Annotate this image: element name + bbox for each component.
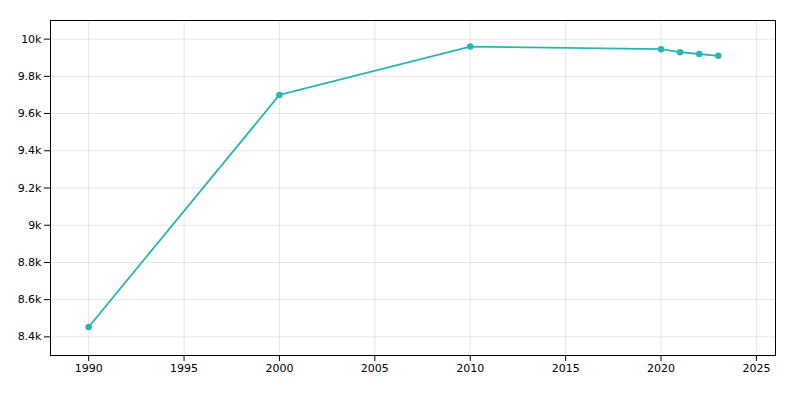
svg-text:1995: 1995 [170, 362, 198, 375]
svg-text:8.4k: 8.4k [18, 330, 42, 343]
svg-text:9.8k: 9.8k [18, 70, 42, 83]
svg-text:9.4k: 9.4k [18, 144, 42, 157]
svg-text:8.6k: 8.6k [18, 293, 42, 306]
svg-text:2010: 2010 [456, 362, 484, 375]
svg-text:9.2k: 9.2k [18, 182, 42, 195]
svg-text:8.8k: 8.8k [18, 256, 42, 269]
svg-text:9.6k: 9.6k [18, 107, 42, 120]
svg-text:2020: 2020 [647, 362, 675, 375]
svg-text:2005: 2005 [361, 362, 389, 375]
svg-text:10k: 10k [21, 33, 42, 46]
svg-text:2015: 2015 [552, 362, 580, 375]
svg-text:2000: 2000 [265, 362, 293, 375]
svg-text:1990: 1990 [75, 362, 103, 375]
svg-text:9k: 9k [28, 219, 42, 232]
svg-text:2025: 2025 [742, 362, 770, 375]
